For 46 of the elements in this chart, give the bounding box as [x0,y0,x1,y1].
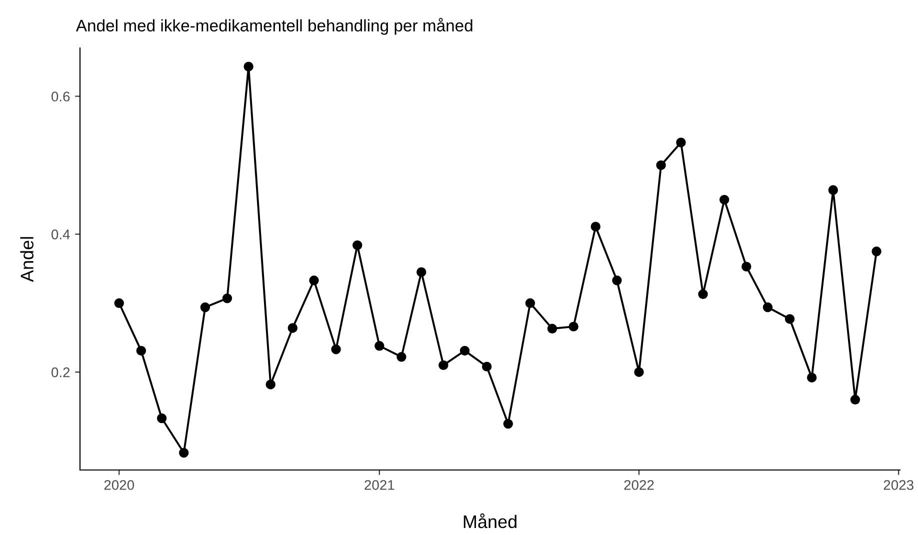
chart-title: Andel med ikke-medikamentell behandling per måned [76,18,472,35]
x-tick-label: 2020 [104,480,134,490]
point [503,418,513,429]
point [547,324,558,334]
point [590,222,600,232]
point [460,346,470,356]
point [656,160,666,170]
point [416,267,426,277]
point [331,344,341,354]
point [438,360,448,370]
point [200,302,210,312]
y-tick-label: 0.4 [52,230,70,240]
point [352,240,362,250]
point [762,302,773,312]
point [525,298,536,308]
point [872,246,882,256]
point [244,62,254,72]
point [374,341,384,351]
point [266,380,276,390]
point [676,138,686,148]
point [612,276,622,286]
y-tick-label: 0.2 [52,367,70,378]
point [719,194,730,205]
point [222,293,232,304]
x-tick-label: 2023 [884,480,914,490]
x-tick-label: 2022 [624,480,654,490]
x-tick-label: 2021 [364,480,394,490]
point [156,413,167,424]
point [784,314,795,324]
point [396,352,406,362]
point [806,372,817,382]
point [634,367,644,377]
point [178,448,189,458]
point [828,185,838,195]
y-axis-title: Andel [20,237,34,282]
point [698,289,708,300]
y-tick-label: 0.6 [52,92,70,102]
point [568,322,578,332]
point [114,298,124,308]
point [850,394,860,405]
point [482,362,492,372]
point [309,276,319,286]
point [742,262,752,272]
x-axis-title: Måned [464,513,516,528]
point [136,346,146,356]
point [288,323,298,333]
